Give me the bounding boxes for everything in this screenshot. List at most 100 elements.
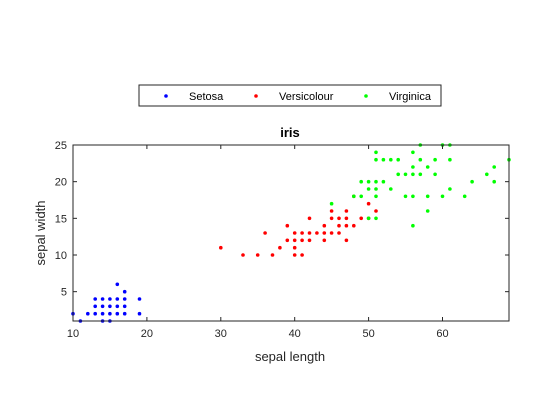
data-point-virginica-40 [485, 172, 489, 177]
data-point-versicolour-1 [241, 253, 245, 257]
data-point-virginica-13 [381, 179, 386, 184]
data-point-virginica-31 [433, 172, 437, 177]
data-point-versicolour-36 [366, 201, 371, 206]
legend-label-setosa: Setosa [189, 91, 224, 103]
x-tick-label: 10 [67, 328, 79, 340]
data-point-setosa-3 [93, 311, 97, 316]
data-point-versicolour-21 [322, 223, 327, 228]
data-point-virginica-14 [381, 157, 386, 162]
data-point-virginica-28 [425, 209, 430, 213]
y-tick-label: 20 [55, 177, 67, 189]
legend-box [138, 84, 442, 107]
data-point-setosa-15 [115, 297, 120, 301]
data-point-versicolour-12 [300, 253, 304, 257]
data-point-versicolour-26 [337, 223, 341, 228]
data-point-setosa-12 [108, 297, 112, 301]
y-axis: 5 10 15 20 25 [55, 140, 509, 299]
data-point-virginica-33 [440, 194, 445, 199]
data-point-versicolour-15 [307, 238, 312, 243]
data-point-versicolour-16 [307, 231, 312, 235]
x-axis-label: sepal length [255, 349, 325, 364]
data-point-setosa-18 [122, 304, 127, 309]
data-point-virginica-4 [366, 187, 371, 191]
data-point-versicolour-4 [270, 253, 275, 257]
data-point-virginica-41 [492, 179, 497, 184]
legend-marker-versicolour [254, 94, 258, 98]
data-point-versicolour-34 [359, 216, 364, 221]
data-point-virginica-39 [470, 179, 474, 184]
data-point-versicolour-10 [292, 238, 297, 243]
data-point-virginica-17 [396, 172, 401, 177]
data-point-versicolour-32 [352, 223, 356, 228]
data-point-versicolour-20 [322, 231, 327, 235]
legend: Setosa Versicolour Virginica [138, 84, 442, 107]
data-point-virginica-9 [374, 187, 378, 191]
data-point-setosa-22 [137, 297, 142, 301]
data-point-virginica-16 [389, 157, 393, 162]
data-point-virginica-11 [374, 157, 378, 162]
y-axis-label: sepal width [33, 200, 48, 265]
data-point-versicolour-14 [300, 231, 304, 235]
data-point-virginica-24 [411, 165, 415, 169]
data-points [71, 143, 511, 323]
data-point-versicolour-5 [278, 245, 282, 250]
legend-label-versicolour: Versicolour [279, 91, 334, 103]
x-tick-label: 40 [289, 328, 301, 340]
data-point-setosa-13 [115, 311, 120, 316]
plot-area-frame [72, 144, 510, 322]
x-tick-label: 30 [215, 328, 227, 340]
data-point-versicolour-28 [344, 238, 349, 243]
data-point-setosa-19 [122, 297, 127, 301]
data-point-virginica-21 [411, 223, 415, 228]
data-point-versicolour-24 [329, 209, 334, 213]
data-point-versicolour-19 [322, 238, 327, 243]
data-point-setosa-10 [108, 311, 112, 316]
data-point-versicolour-9 [292, 245, 297, 250]
data-point-virginica-36 [448, 157, 452, 162]
data-point-virginica-0 [329, 201, 334, 206]
data-point-virginica-35 [448, 187, 452, 191]
data-point-versicolour-3 [263, 231, 267, 235]
data-point-setosa-2 [86, 311, 90, 316]
legend-label-virginica: Virginica [389, 91, 432, 103]
x-tick-label: 20 [141, 328, 153, 340]
y-tick-label: 25 [55, 140, 67, 152]
data-point-setosa-20 [122, 289, 127, 294]
data-point-versicolour-29 [344, 223, 349, 228]
data-point-setosa-4 [93, 304, 97, 309]
data-point-virginica-19 [403, 194, 408, 199]
data-point-virginica-18 [396, 157, 401, 162]
data-point-virginica-22 [411, 194, 415, 199]
data-point-versicolour-18 [315, 231, 319, 235]
y-tick-label: 5 [61, 287, 67, 299]
data-point-virginica-29 [425, 194, 430, 199]
data-point-virginica-26 [418, 172, 423, 177]
data-point-virginica-8 [374, 194, 378, 199]
data-point-versicolour-37 [374, 209, 378, 213]
data-point-versicolour-30 [344, 216, 349, 221]
data-point-setosa-8 [100, 304, 105, 309]
data-point-virginica-23 [411, 172, 415, 177]
y-tick-label: 10 [55, 250, 67, 262]
data-point-versicolour-13 [300, 238, 304, 243]
x-axis: 10 20 30 40 50 60 [67, 145, 449, 340]
data-point-setosa-17 [122, 311, 127, 316]
chart-title: iris [280, 125, 300, 140]
data-point-virginica-20 [403, 172, 408, 177]
data-point-versicolour-11 [292, 231, 297, 235]
data-point-virginica-32 [433, 157, 437, 162]
legend-marker-virginica [364, 94, 368, 98]
data-point-versicolour-22 [329, 231, 334, 235]
data-point-virginica-27 [418, 157, 423, 162]
data-point-virginica-2 [359, 194, 364, 199]
data-point-virginica-42 [492, 165, 497, 169]
data-point-versicolour-25 [337, 231, 341, 235]
data-point-virginica-38 [462, 194, 467, 199]
data-point-versicolour-2 [255, 253, 260, 257]
data-point-setosa-7 [100, 311, 105, 316]
data-point-setosa-11 [108, 304, 112, 309]
data-point-virginica-1 [352, 194, 356, 199]
data-point-virginica-3 [359, 179, 364, 184]
data-point-versicolour-0 [219, 245, 223, 250]
